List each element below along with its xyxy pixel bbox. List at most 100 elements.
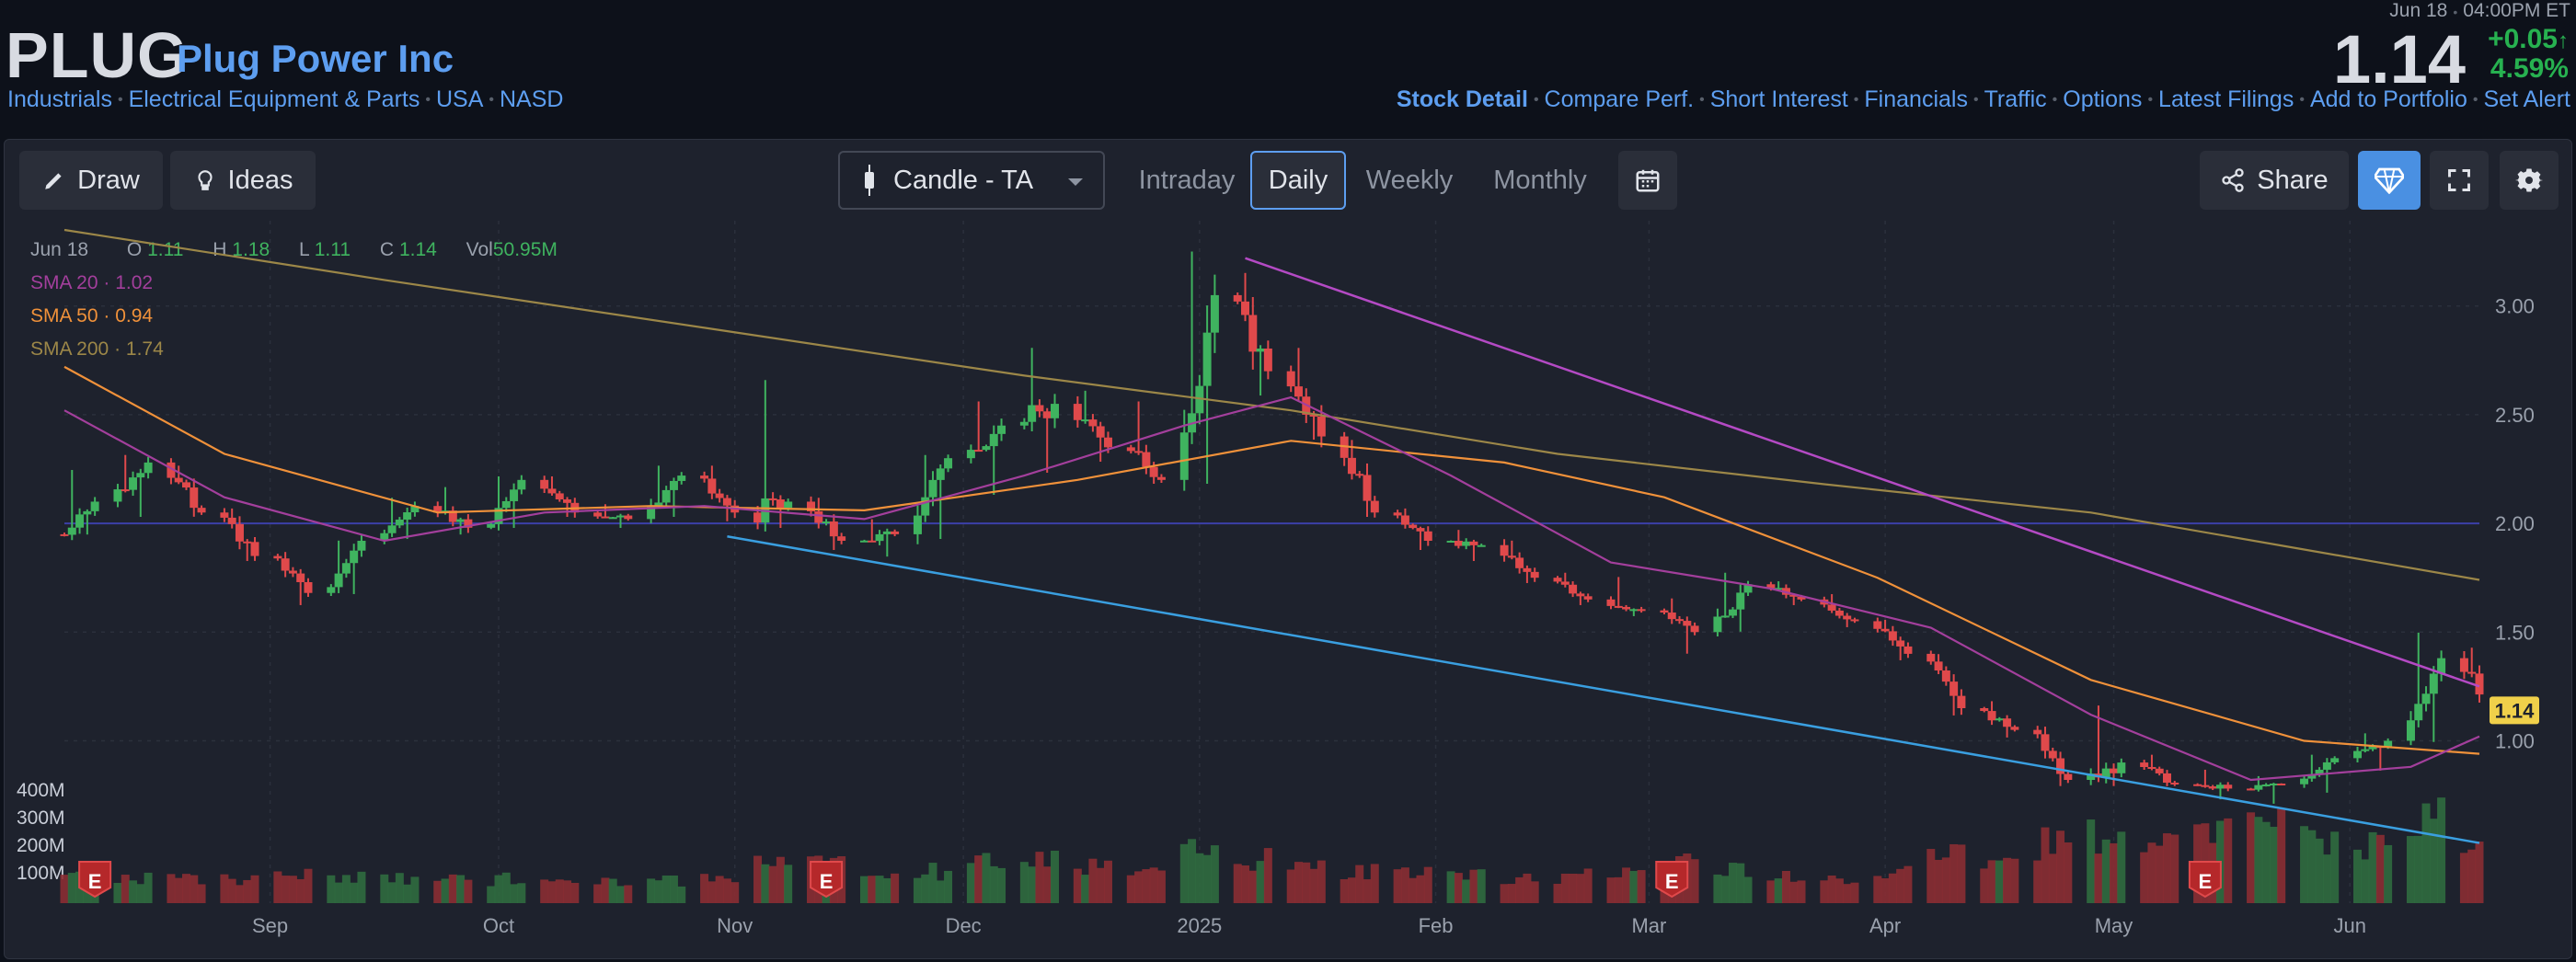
draw-button[interactable]: Draw bbox=[19, 151, 163, 210]
volume-bar bbox=[2406, 836, 2415, 903]
candle-body bbox=[2140, 762, 2149, 768]
candle-body bbox=[1888, 631, 1897, 641]
link-add-to-portfolio[interactable]: Add to Portfolio bbox=[2309, 86, 2467, 112]
breadcrumb-industry[interactable]: Electrical Equipment & Parts bbox=[128, 86, 420, 112]
volume-bar bbox=[1256, 861, 1265, 903]
candle-body bbox=[966, 450, 975, 459]
link-financials[interactable]: Financials bbox=[1864, 86, 1968, 112]
link-short-interest[interactable]: Short Interest bbox=[1709, 86, 1848, 112]
volume-bar bbox=[2003, 857, 2012, 903]
x-tick-label: Jun bbox=[2333, 914, 2365, 937]
breadcrumb-sector[interactable]: Industrials bbox=[7, 86, 112, 112]
link-stock-detail[interactable]: Stock Detail bbox=[1396, 86, 1528, 112]
candle-body bbox=[464, 519, 473, 528]
volume-bar bbox=[1103, 860, 1112, 903]
diamond-icon bbox=[2375, 167, 2404, 194]
volume-bar bbox=[1340, 878, 1349, 903]
tab-daily[interactable]: Daily bbox=[1250, 151, 1346, 210]
date-range-button[interactable] bbox=[1618, 151, 1677, 210]
volume-bar bbox=[1035, 852, 1044, 903]
x-tick-label: 2025 bbox=[1177, 914, 1222, 937]
share-button[interactable]: Share bbox=[2200, 151, 2349, 210]
candle-body bbox=[707, 478, 717, 494]
candle-body bbox=[1797, 596, 1806, 600]
volume-bar bbox=[601, 877, 610, 903]
candle-body bbox=[2353, 750, 2363, 759]
volume-bar bbox=[2261, 821, 2271, 903]
legend-low: 1.11 bbox=[314, 239, 351, 260]
breadcrumb-country[interactable]: USA bbox=[435, 86, 484, 112]
settings-button[interactable] bbox=[2500, 151, 2559, 210]
candle-body bbox=[113, 489, 122, 502]
candle-body bbox=[1523, 567, 1532, 572]
volume-bar bbox=[250, 875, 259, 903]
link-traffic[interactable]: Traffic bbox=[1984, 86, 2047, 112]
fullscreen-button[interactable] bbox=[2430, 151, 2489, 210]
elite-button[interactable] bbox=[2358, 151, 2421, 210]
volume-bar bbox=[1393, 869, 1402, 903]
volume-bar bbox=[1530, 881, 1539, 903]
volume-bar bbox=[1454, 873, 1463, 903]
legend-open-label: O bbox=[126, 239, 143, 260]
candle-body bbox=[661, 489, 671, 503]
tab-monthly[interactable]: Monthly bbox=[1493, 165, 1587, 195]
y-tick-label: 2.50 bbox=[2495, 404, 2535, 427]
company-name[interactable]: Plug Power Inc bbox=[177, 37, 454, 80]
candle-body bbox=[1720, 615, 1730, 618]
candle-body bbox=[1355, 474, 1364, 476]
tab-weekly[interactable]: Weekly bbox=[1365, 165, 1454, 195]
ticker-symbol: PLUG bbox=[6, 19, 189, 91]
candle-body bbox=[974, 450, 983, 452]
chart-type-select[interactable]: Candle - TA bbox=[838, 151, 1105, 210]
candle-body bbox=[2201, 784, 2210, 787]
candle-body bbox=[829, 521, 838, 537]
volume-bar bbox=[2330, 831, 2340, 903]
volume-bar bbox=[2414, 835, 2423, 903]
legend-low-label: L bbox=[299, 239, 309, 260]
volume-bar bbox=[753, 855, 763, 903]
volume-bar bbox=[1941, 857, 1950, 903]
candle-body bbox=[1469, 541, 1478, 545]
candle-body bbox=[837, 536, 846, 541]
candle-body bbox=[2155, 768, 2164, 773]
candle-body bbox=[1774, 588, 1783, 590]
volume-bar bbox=[1774, 878, 1783, 903]
volume-bar bbox=[1081, 875, 1090, 903]
x-tick-label: Oct bbox=[483, 914, 514, 937]
volume-bar bbox=[1156, 870, 1166, 903]
pencil-icon bbox=[45, 173, 62, 189]
quote-timestamp: Jun 18 • 04:00PM ET bbox=[2389, 0, 2570, 21]
volume-bar bbox=[121, 875, 130, 903]
volume-bar bbox=[136, 884, 145, 903]
volume-bar bbox=[2094, 853, 2103, 903]
volume-bar bbox=[982, 853, 991, 903]
candle-body bbox=[2110, 768, 2119, 773]
candle-body bbox=[2384, 740, 2393, 747]
candle-body bbox=[1675, 619, 1685, 622]
tab-intraday[interactable]: Intraday bbox=[1138, 165, 1236, 195]
candle-body bbox=[357, 541, 366, 551]
volume-bar bbox=[1019, 862, 1029, 903]
link-latest-filings[interactable]: Latest Filings bbox=[2158, 86, 2294, 112]
volume-bar bbox=[875, 876, 884, 903]
volume-bar bbox=[1873, 876, 1882, 903]
candle-body bbox=[129, 477, 138, 490]
link-options[interactable]: Options bbox=[2063, 86, 2143, 112]
ideas-button[interactable]: Ideas bbox=[170, 151, 316, 210]
volume-bar bbox=[2384, 844, 2393, 903]
volume-bar bbox=[464, 879, 473, 903]
volume-bar bbox=[67, 873, 76, 903]
link-compare-perf[interactable]: Compare Perf. bbox=[1544, 86, 1695, 112]
volume-bar bbox=[1233, 864, 1242, 903]
volume-bar bbox=[2361, 859, 2370, 903]
gear-icon bbox=[2515, 168, 2543, 192]
candle-body bbox=[1179, 432, 1189, 480]
volume-bar bbox=[220, 874, 229, 903]
breadcrumb-exchange[interactable]: NASD bbox=[499, 86, 564, 112]
candle-body bbox=[1896, 640, 1905, 647]
candle-body bbox=[1134, 451, 1144, 453]
link-set-alert[interactable]: Set Alert bbox=[2483, 86, 2571, 112]
candle-body bbox=[1195, 385, 1204, 414]
volume-bar bbox=[2117, 831, 2126, 903]
